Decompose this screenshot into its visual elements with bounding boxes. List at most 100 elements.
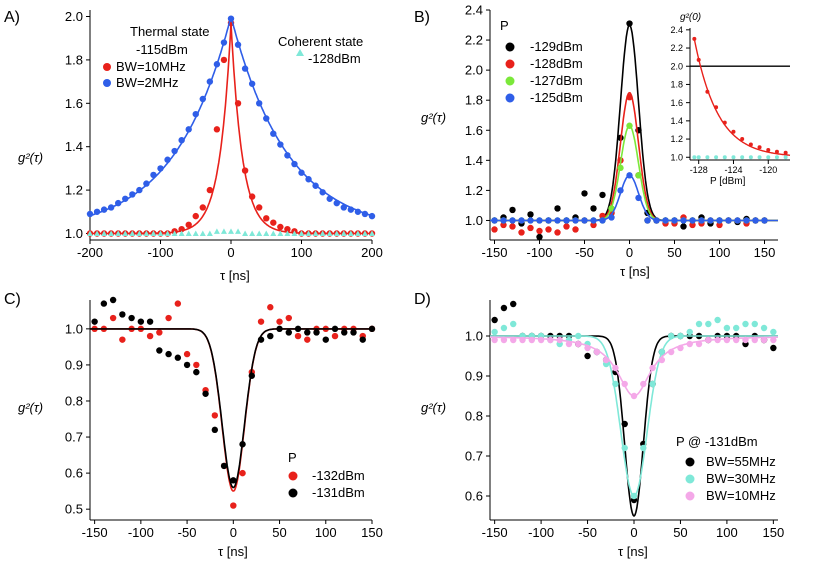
panel-c-y-tick-label: 0.9 <box>65 357 83 372</box>
panel-c-y-tick-label: 1.0 <box>65 321 83 336</box>
panel-b-point <box>716 217 723 224</box>
panel-c-y-tick-label: 0.6 <box>65 466 83 481</box>
panel-a-legend-label-2: -128dBm <box>308 51 361 66</box>
panel-a-point <box>298 169 305 176</box>
panel-a-point <box>256 100 263 107</box>
panel-a-point <box>333 199 340 207</box>
panel-c-point <box>202 390 209 397</box>
panel-b-inset-point <box>766 155 771 160</box>
panel-c-x-tick-label: 50 <box>272 525 286 540</box>
panel-c: C) -150 -100 -50 0 50 100 150 0.5 0.6 0.7 0.8 0.9 1.… <box>4 291 383 559</box>
panel-b-inset-point <box>757 155 762 160</box>
panel-a-point <box>115 199 122 207</box>
panel-b-point <box>545 226 552 233</box>
panel-c-point <box>193 361 200 369</box>
panel-b-point <box>743 217 750 224</box>
panel-a-point <box>235 228 242 234</box>
panel-b-inset-background <box>690 28 790 160</box>
panel-a-legend-marker-0 <box>103 63 111 71</box>
panel-d-point <box>714 316 721 324</box>
panel-a-point <box>136 186 143 194</box>
panel-d-point <box>770 328 777 336</box>
panel-a-point <box>256 230 263 236</box>
panel-c-point <box>174 300 182 307</box>
panel-b-inset-point <box>748 142 753 147</box>
panel-b-inset-point <box>722 155 727 160</box>
panel-d-point <box>667 332 675 340</box>
panel-d-point <box>510 336 517 344</box>
panel-a: A) -200 -100 0 100 200 1.0 1.2 1.4 1.6 1.8 2.0 g²(… <box>4 9 383 283</box>
panel-c-point <box>248 372 256 379</box>
panel-a-y-tick-label: 1.8 <box>65 52 83 67</box>
panel-b-legend-marker-2 <box>505 76 515 86</box>
panel-b-inset-y-tick-label: 1.6 <box>670 98 683 108</box>
panel-c-point <box>156 329 163 336</box>
panel-a-point <box>248 80 256 87</box>
panel-b-inset-point <box>705 155 710 160</box>
panel-b-inset-point <box>766 147 771 152</box>
panel-a-point <box>326 230 333 236</box>
panel-b-inset-point <box>722 120 727 125</box>
panel-c-point <box>350 329 357 336</box>
panel-b-legend-title: P <box>500 18 509 33</box>
panel-c-point <box>119 336 126 343</box>
panel-b-inset-point <box>692 36 697 41</box>
panel-c-point <box>109 296 117 304</box>
panel-c-point <box>100 300 108 307</box>
panel-a-point <box>270 230 277 236</box>
panel-d-x-tick-label: 100 <box>716 525 738 540</box>
panel-a-x-tick-label: 200 <box>361 245 383 260</box>
panel-a-point <box>157 230 164 236</box>
panel-b-point <box>491 217 498 224</box>
panel-a-plot: -200 -100 0 100 200 1.0 1.2 1.4 1.6 1.8 2.0 <box>65 9 383 260</box>
panel-d-point <box>621 380 628 388</box>
panel-b-xlabel: τ [ns] <box>620 264 650 279</box>
panel-a-legend-marker-2 <box>296 49 304 56</box>
panel-a-point <box>333 230 340 236</box>
panel-a-point <box>107 204 115 211</box>
panel-d-point <box>584 344 591 352</box>
panel-b-inset-point <box>740 155 745 160</box>
panel-d-point <box>565 340 573 348</box>
panel-a-annotation-coherent: Coherent state <box>278 34 363 49</box>
panel-a-point <box>93 208 101 215</box>
panel-b-inset-ylabel: g²(0) <box>680 12 701 23</box>
panel-a-point <box>305 230 312 236</box>
panel-d-point <box>649 380 656 388</box>
panel-a-point <box>354 230 361 236</box>
panel-a-point <box>136 230 143 236</box>
panel-d-x-tick-label: -150 <box>482 525 508 540</box>
panel-c-y-tick-label: 0.7 <box>65 430 83 445</box>
panel-d-point <box>528 336 536 344</box>
panel-c-point <box>304 336 311 343</box>
panel-d-point <box>658 356 666 364</box>
panel-b-point <box>689 221 696 229</box>
panel-b-legend-label-1: -128dBm <box>530 56 583 71</box>
panel-a-point <box>192 212 199 220</box>
panel-c-point <box>285 314 292 322</box>
panel-c-point <box>304 329 311 336</box>
panel-c-point <box>174 354 182 361</box>
panel-b-y-tick-label: 1.0 <box>465 213 483 228</box>
panel-b-point <box>689 217 696 224</box>
panel-b-inset-y-tick-label: 2.0 <box>670 61 683 71</box>
panel-d-point <box>705 320 712 328</box>
panel-b-inset-point <box>714 105 719 110</box>
panel-d-point <box>500 304 508 312</box>
panel-c-point <box>183 361 191 369</box>
panel-b-point <box>626 20 633 27</box>
panel-a-point <box>241 65 249 72</box>
panel-b-legend-label-2: -127dBm <box>530 73 583 88</box>
panel-b-point <box>527 217 534 224</box>
panel-a-point <box>185 126 192 133</box>
panel-a-point <box>171 147 178 155</box>
panel-c-point <box>239 469 246 477</box>
panel-a-point <box>164 230 171 236</box>
panel-a-annotation-power: -115dBm <box>136 42 188 57</box>
panel-b-point <box>680 217 687 224</box>
panel-a-point <box>199 230 206 236</box>
panel-a-point <box>263 215 270 222</box>
panel-d-label: D) <box>414 291 431 308</box>
panel-a-point <box>129 230 136 236</box>
panel-b-point <box>536 233 543 241</box>
